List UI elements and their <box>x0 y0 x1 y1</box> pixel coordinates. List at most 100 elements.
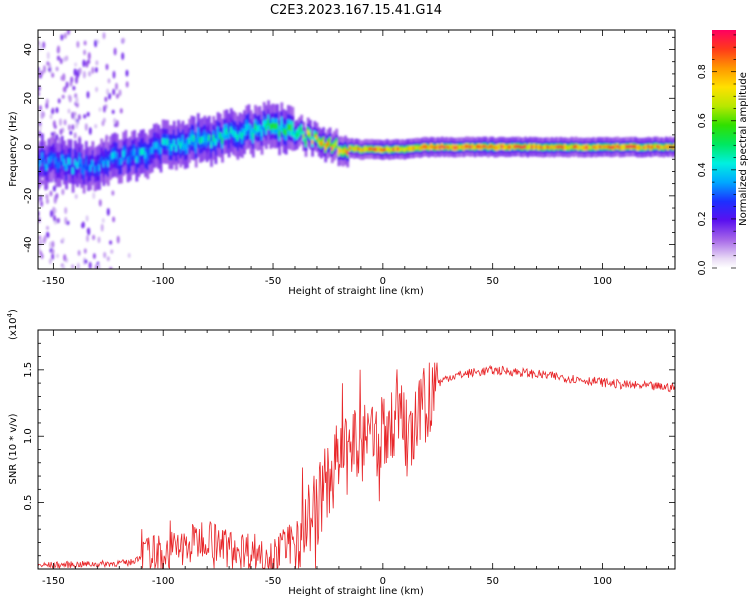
heatmap-cell <box>508 145 512 149</box>
heatmap-cell <box>46 61 50 66</box>
heatmap-cell <box>76 161 79 169</box>
heatmap-cell <box>54 157 57 164</box>
heatmap-cell <box>73 111 77 117</box>
heatmap-cell <box>72 86 76 91</box>
heatmap-cell <box>603 145 607 149</box>
heatmap-cell <box>115 93 119 99</box>
heatmap-cell <box>513 145 517 149</box>
heatmap-cell <box>366 147 369 151</box>
heatmap-cell <box>111 152 115 160</box>
heatmap-cell <box>464 144 468 148</box>
heatmap-cell <box>418 146 422 150</box>
heatmap-cell <box>581 146 585 150</box>
heatmap-cell <box>113 47 117 56</box>
heatmap-cell <box>101 120 105 127</box>
heatmap-cell <box>526 146 530 150</box>
heatmap-cell <box>612 145 615 149</box>
heatmap-cell <box>355 146 358 150</box>
heatmap-cell <box>38 43 42 52</box>
heatmap-cell <box>113 151 117 158</box>
heatmap-cell <box>577 146 580 149</box>
heatmap-cell <box>109 240 113 245</box>
heatmap-cell <box>249 128 253 136</box>
heatmap-cell <box>539 145 543 149</box>
heatmap-cell <box>416 146 420 150</box>
heatmap-cell <box>247 123 251 130</box>
heatmap-cell <box>63 119 67 126</box>
heatmap-cell <box>585 145 589 149</box>
heatmap-cell <box>78 156 82 164</box>
heatmap-cell <box>40 200 44 207</box>
heatmap-cell <box>38 235 42 240</box>
heatmap-cell <box>280 121 284 128</box>
colorbar-tick-label: 0.8 <box>697 64 708 79</box>
heatmap-cell <box>304 139 308 145</box>
heatmap-cell <box>67 157 71 165</box>
heatmap-cell <box>399 148 402 151</box>
heatmap-cell <box>150 147 154 154</box>
heatmap-cell <box>108 92 112 100</box>
heatmap-cell <box>40 111 44 120</box>
heatmap-cell <box>40 70 44 76</box>
spectrogram-panel: -150 -100 -50 0 50 100 -40 -20 0 20 40 Height of s… <box>8 29 676 297</box>
heatmap-cell <box>631 145 635 149</box>
heatmap-cell <box>245 124 249 131</box>
heatmap-cell <box>88 127 92 135</box>
heatmap-cell <box>341 149 345 154</box>
heatmap-cell <box>38 86 41 91</box>
heatmap-cell <box>372 148 376 151</box>
heatmap-cell <box>405 147 409 151</box>
heatmap-cell <box>210 141 213 149</box>
heatmap-cell <box>181 139 185 146</box>
heatmap-cell <box>75 121 79 129</box>
heatmap-cell <box>511 145 514 148</box>
heatmap-cell <box>61 237 65 243</box>
heatmap-cell <box>39 194 43 202</box>
heatmap-cell <box>98 199 102 207</box>
heatmap-cell <box>601 145 604 149</box>
heatmap-cell <box>555 145 558 149</box>
heatmap-cell <box>533 145 536 149</box>
heatmap-cell <box>58 161 62 169</box>
heatmap-cell <box>110 249 114 254</box>
heatmap-cell <box>65 164 68 171</box>
heatmap-cell <box>385 147 389 151</box>
heatmap-cell <box>38 242 41 249</box>
heatmap-cell <box>309 132 312 137</box>
heatmap-cell <box>390 148 393 152</box>
heatmap-cell <box>642 146 646 149</box>
heatmap-cell <box>59 58 63 65</box>
colorbar-ticks: 0.0 0.2 0.4 0.6 0.8 <box>697 34 736 276</box>
heatmap-cell <box>46 231 50 238</box>
x-tick-label: -150 <box>42 576 65 587</box>
colorbar-label: Normalized spectral amplitude <box>738 72 749 226</box>
heatmap-cell <box>645 145 648 149</box>
heatmap-cell <box>618 146 622 149</box>
heatmap-cell <box>76 262 80 269</box>
heatmap-cell <box>225 128 229 135</box>
heatmap-cell <box>95 164 99 172</box>
heatmap-cell <box>377 147 380 151</box>
heatmap-cell <box>594 146 598 149</box>
spectrogram-y-label: Frequency (Hz) <box>8 111 19 187</box>
heatmap-cell <box>87 165 90 173</box>
heatmap-cell <box>662 146 666 150</box>
heatmap-cell <box>41 152 44 159</box>
heatmap-cell <box>107 78 111 84</box>
heatmap-cell <box>71 124 75 131</box>
y-tick-label: 0.5 <box>23 495 34 511</box>
heatmap-cell <box>115 120 119 128</box>
heatmap-cell <box>53 196 57 204</box>
heatmap-cell <box>190 134 194 141</box>
heatmap-cell <box>69 158 73 165</box>
heatmap-cell <box>87 52 91 60</box>
heatmap-cell <box>656 145 659 148</box>
heatmap-cell <box>528 145 532 148</box>
heatmap-cell <box>164 138 167 146</box>
heatmap-cell <box>350 146 354 150</box>
heatmap-cell <box>124 148 128 156</box>
heatmap-cell <box>188 137 191 145</box>
x-tick-label: 0 <box>380 576 386 587</box>
heatmap-cell <box>550 145 554 149</box>
heatmap-cell <box>86 228 90 234</box>
